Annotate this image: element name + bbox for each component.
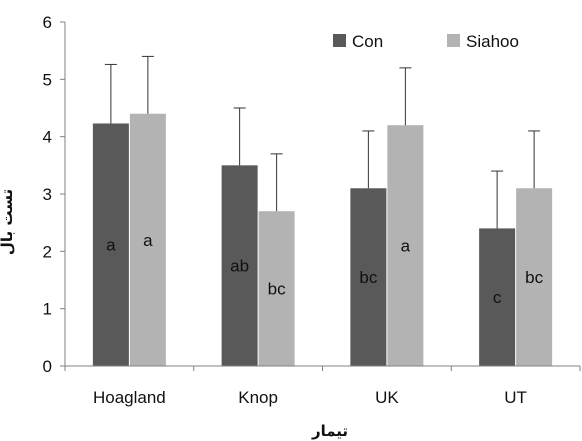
significance-letter: bc — [359, 268, 377, 287]
x-tick-label: Knop — [238, 388, 278, 407]
y-tick-label: 4 — [43, 128, 52, 147]
legend: Con Siahoo — [333, 32, 519, 51]
x-axis-title: تیمار — [311, 422, 348, 440]
bar — [258, 211, 295, 366]
y-tick-label: 6 — [43, 13, 52, 32]
bar — [221, 165, 258, 366]
bar — [92, 123, 129, 366]
x-tick-label: Hoagland — [93, 388, 166, 407]
y-axis: 0 1 2 3 4 5 6 — [43, 13, 66, 376]
x-axis: Hoagland Knop UK UT — [64, 365, 581, 407]
significance-letter: bc — [268, 280, 286, 299]
legend-swatch — [333, 34, 346, 47]
significance-letter: a — [106, 236, 116, 255]
y-tick-label: 0 — [43, 357, 52, 376]
y-axis-title: تست بال — [0, 189, 16, 255]
bar — [479, 228, 516, 366]
significance-letter: bc — [525, 268, 543, 287]
x-tick-label: UK — [375, 388, 399, 407]
significance-letter: c — [493, 288, 502, 307]
bar — [387, 125, 424, 366]
significance-letter: a — [401, 237, 411, 256]
y-tick-label: 1 — [43, 300, 52, 319]
x-tick-label: UT — [504, 388, 527, 407]
significance-letter: a — [143, 231, 153, 250]
y-tick-label: 2 — [43, 242, 52, 261]
bar — [129, 113, 166, 366]
legend-label: Con — [352, 32, 383, 51]
legend-swatch — [447, 34, 460, 47]
legend-label: Siahoo — [466, 32, 519, 51]
bar — [350, 188, 387, 366]
y-tick-label: 3 — [43, 185, 52, 204]
y-tick-label: 5 — [43, 70, 52, 89]
significance-letter: ab — [230, 257, 249, 276]
bar — [516, 188, 553, 366]
